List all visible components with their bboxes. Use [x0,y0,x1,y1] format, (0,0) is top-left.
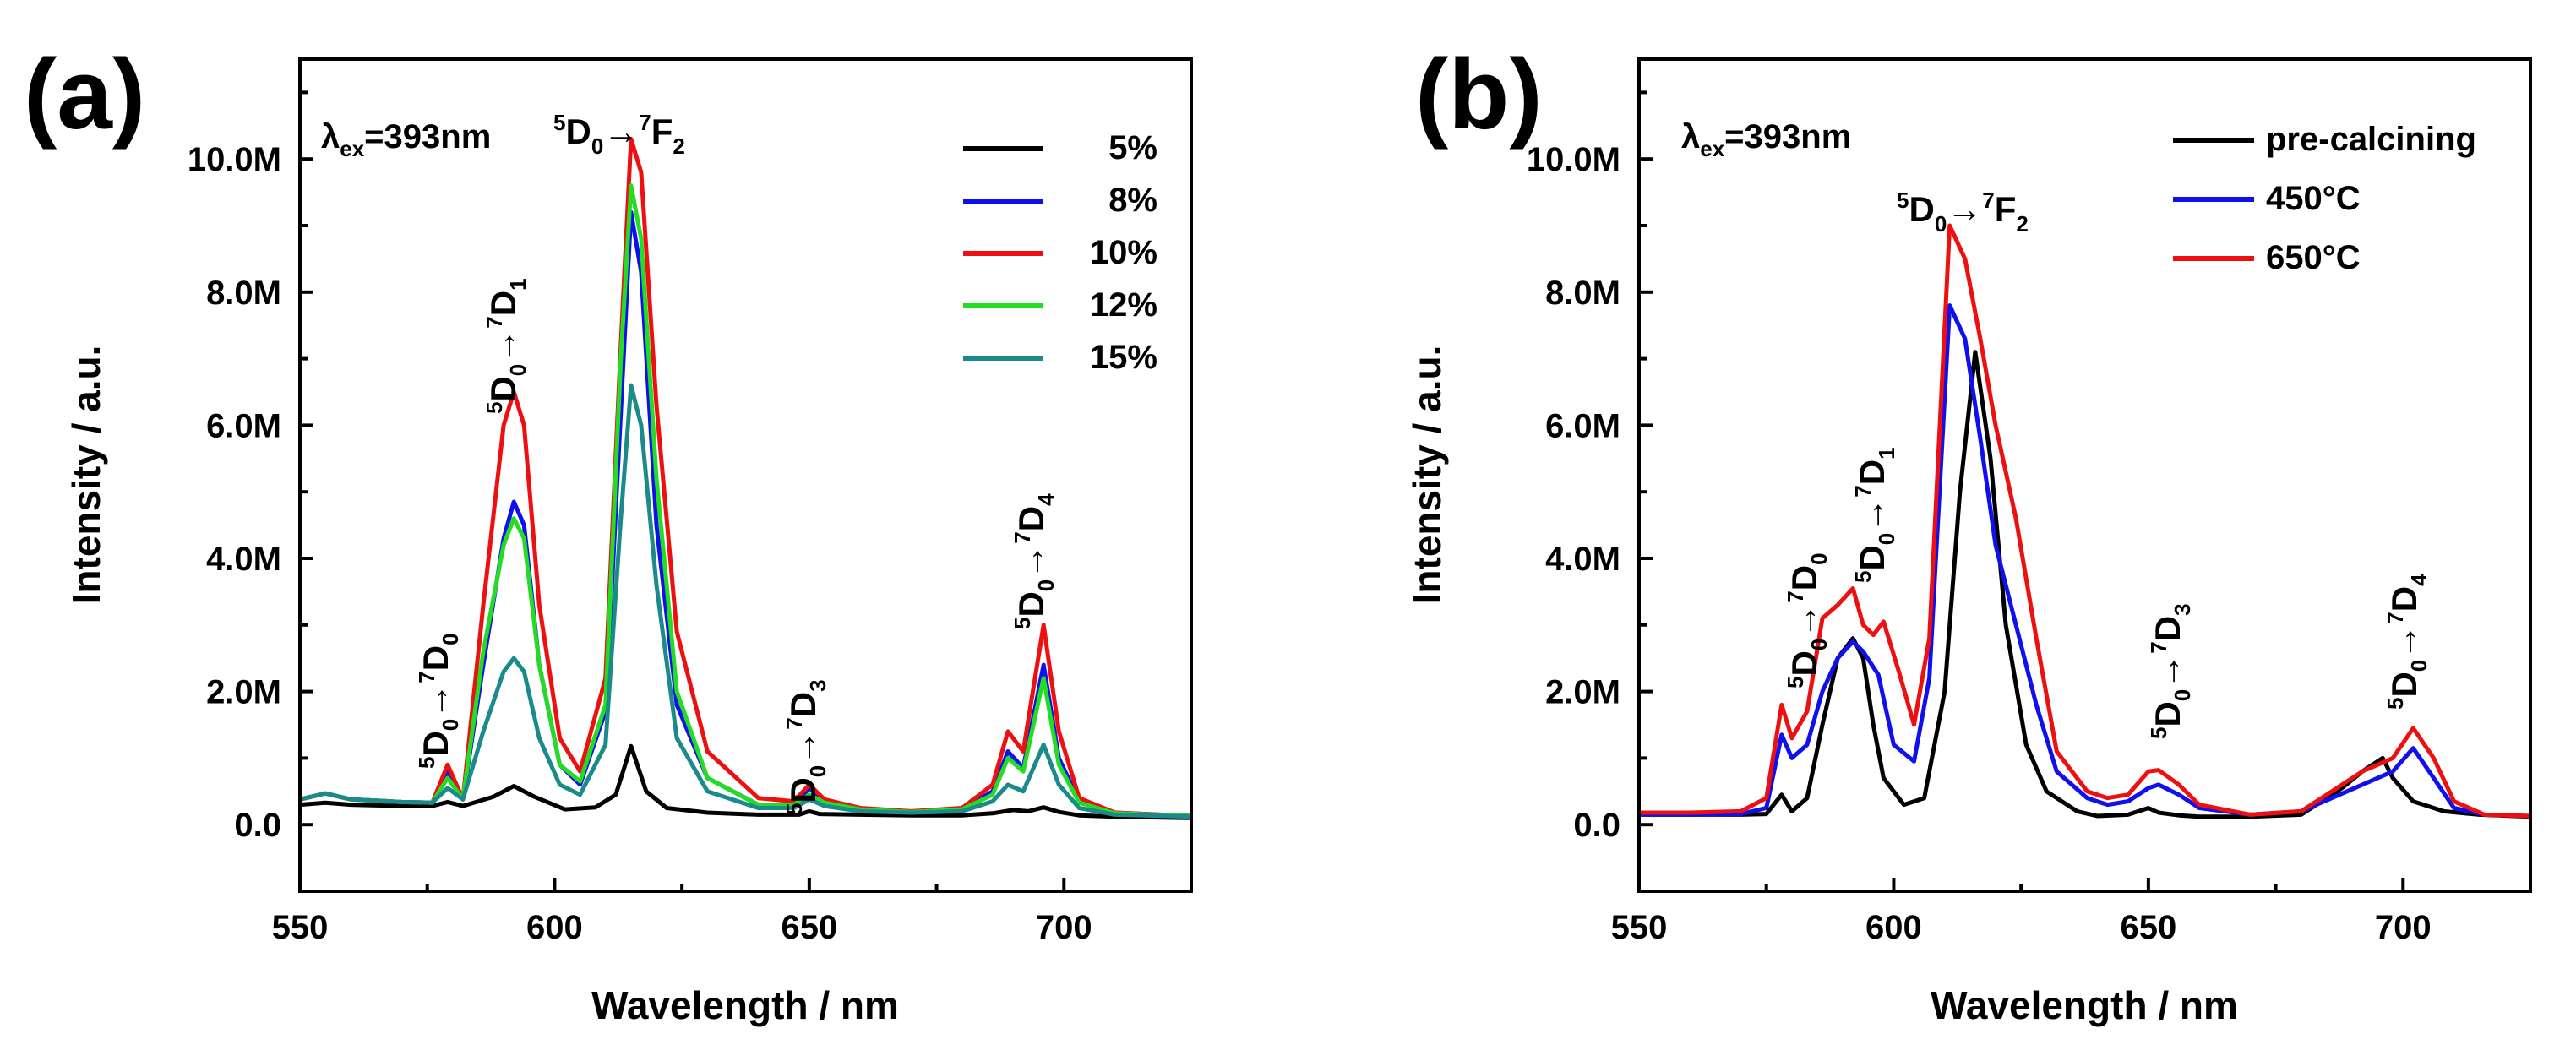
transition-label-7d1-b: 5D0→7D1 [1850,447,1899,583]
legend-a: 5% 8% 10% 12% 15% [963,129,1157,376]
y-tick-label: 6.0M [1545,407,1620,444]
panel-label-b: (b) [1415,39,1543,150]
legend-label: 10% [1090,234,1157,271]
plot-frame-a [298,57,1193,893]
y-tick-label: 2.0M [206,674,281,711]
svg-text:5D0→7D3: 5D0→7D3 [2146,603,2195,739]
legend-label: 450°C [2266,180,2361,217]
y-tick-label: 0.0 [1573,807,1620,844]
legend-label: 5% [1108,129,1157,166]
svg-text:5D0→7D1: 5D0→7D1 [482,278,531,414]
transition-label-7d3-a: 5D0→7D3 [782,679,831,815]
y-tick-label: 8.0M [206,275,281,312]
svg-text:5D0→7D4: 5D0→7D4 [1010,493,1059,629]
y-tick-label: 4.0M [206,541,281,578]
y-ticks-a: 0.0 2.0M 4.0M 6.0M 8.0M 10.0M [188,90,313,893]
legend-label: 8% [1108,182,1157,219]
chart-panel-a: (a) 550 600 650 700 0.0 2.0M 4.0M 6.0M 8.0M 10.0… [24,39,1193,1027]
svg-text:5D0→7F2: 5D0→7F2 [1897,188,2029,237]
transition-label-7f2-a: 5D0→7F2 [553,110,685,159]
series-line-15 [299,383,1192,819]
series-line-5 [299,743,1192,820]
legend-b: pre-calcining 450°C 650°C [2173,121,2476,276]
plot-frame-b [1637,57,2532,893]
transition-label-7d0-a: 5D0→7D0 [414,633,463,769]
y-tick-label: 4.0M [1545,541,1620,578]
y-tick-label: 10.0M [1527,141,1620,178]
transition-label-7d4-a: 5D0→7D4 [1010,493,1059,629]
transition-label-7d4-b: 5D0→7D4 [2383,574,2432,710]
legend-label: pre-calcining [2266,121,2476,158]
series-layer-a [299,137,1192,820]
svg-text:5D0→7D3: 5D0→7D3 [782,679,831,815]
x-tick-label: 600 [526,909,583,946]
svg-text:5D0→7D1: 5D0→7D1 [1850,447,1899,583]
x-ticks-b: 550 600 650 700 [1611,878,2432,946]
x-tick-label: 700 [2375,909,2432,946]
excitation-label-b: λex=393nm [1681,118,1851,161]
transition-label-7d3-b: 5D0→7D3 [2146,603,2195,739]
y-axis-label-a: Intensity / a.u. [64,346,108,605]
x-axis-label-a: Wavelength / nm [591,983,899,1027]
series-layer-b [1639,223,2531,819]
transition-label-7f2-b: 5D0→7F2 [1897,188,2029,237]
series-line-650-c [1639,223,2531,819]
x-tick-label: 700 [1036,909,1092,946]
svg-text:5D0→7D0: 5D0→7D0 [1783,552,1832,688]
y-axis-label-b: Intensity / a.u. [1405,346,1449,605]
x-tick-label: 650 [781,909,837,946]
svg-text:λex=393nm: λex=393nm [321,118,491,161]
y-tick-label: 8.0M [1545,275,1620,312]
transition-label-7d1-a: 5D0→7D1 [482,278,531,414]
y-tick-label: 2.0M [1545,674,1620,711]
series-line-450-c [1639,303,2531,819]
y-tick-label: 6.0M [206,407,281,444]
y-tick-label: 0.0 [234,807,281,844]
y-tick-label: 10.0M [188,141,281,178]
panel-label-a: (a) [24,39,145,150]
legend-label: 650°C [2266,239,2361,276]
x-tick-label: 550 [1611,909,1668,946]
x-ticks-a: 550 600 650 700 [272,878,1092,946]
y-ticks-b: 0.0 2.0M 4.0M 6.0M 8.0M 10.0M [1527,90,1653,893]
x-tick-label: 550 [272,909,329,946]
svg-text:5D0→7F2: 5D0→7F2 [553,110,685,159]
legend-label: 15% [1090,339,1157,376]
x-tick-label: 650 [2120,909,2176,946]
legend-label: 12% [1090,286,1157,324]
x-tick-label: 600 [1865,909,1922,946]
transition-label-7d0-b: 5D0→7D0 [1783,552,1832,688]
excitation-label-a: λex=393nm [321,118,491,161]
chart-panel-b: (b) 550 600 650 700 0.0 2.0M 4.0M 6.0M 8.0M 10.0… [1405,39,2532,1027]
x-axis-label-b: Wavelength / nm [1931,983,2238,1027]
svg-text:5D0→7D4: 5D0→7D4 [2383,574,2432,710]
svg-text:λex=393nm: λex=393nm [1681,118,1851,161]
svg-text:5D0→7D0: 5D0→7D0 [414,633,463,769]
